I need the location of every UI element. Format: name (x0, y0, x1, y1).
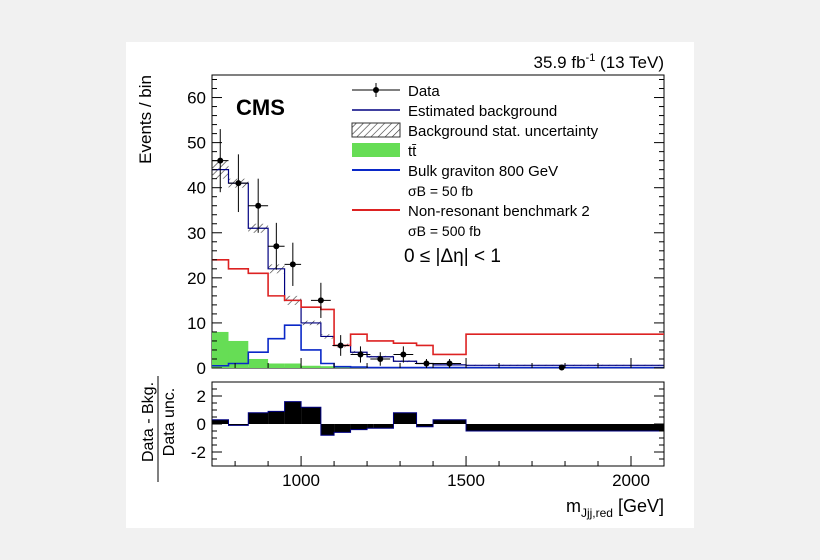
ttbar-bar (301, 365, 321, 368)
data-point (400, 351, 407, 358)
pull-bar (268, 411, 285, 424)
pull-bar (367, 424, 374, 429)
data-point (337, 342, 344, 349)
ttbar-bar (268, 363, 285, 368)
legend-nonres-xsec: σB = 500 fb (408, 223, 481, 239)
pull-bar (212, 419, 229, 424)
legend-band-label: Background stat. uncertainty (408, 123, 599, 140)
luminosity-label: 35.9 fb-1 (13 TeV) (534, 52, 664, 72)
data-point (289, 261, 296, 268)
series-line-3 (212, 259, 664, 356)
main-plot: 0 10 20 30 40 50 60 CMS 0 ≤ |Δη| < 1 Data Estim… (136, 74, 665, 378)
ratio-plot: 1000 1500 2000 -2 0 2 Data - Bkg. Data unc. m… (140, 376, 665, 520)
ratio-y-label-numerator: Data - Bkg. (140, 382, 157, 462)
ratio-y-tick-label: 0 (197, 415, 206, 434)
ratio-y-tick-label: 2 (197, 387, 206, 406)
legend-ttbar-swatch (352, 143, 400, 157)
legend-bkg-label: Estimated background (408, 103, 557, 120)
x-axis-label: mJjj,red [GeV] (566, 496, 664, 520)
pull-bar (466, 424, 664, 431)
pull-bar (228, 424, 249, 426)
pull-bar (373, 424, 394, 429)
ttbar-bar (228, 340, 249, 368)
series-line-2 (212, 324, 664, 369)
pull-bar (334, 424, 351, 433)
legend-band-swatch (351, 122, 401, 138)
data-point (235, 180, 242, 187)
ratio-y-tick-label: -2 (191, 443, 206, 462)
y-tick-label: 30 (187, 224, 206, 243)
y-tick-label: 10 (187, 314, 206, 333)
pull-bar (248, 412, 269, 424)
x-tick-label: 1500 (447, 471, 485, 490)
data-point (446, 360, 453, 367)
pull-bar (284, 401, 302, 424)
legend-ttbar-label: tt̄ (408, 143, 417, 160)
data-point (423, 360, 430, 367)
y-tick-label: 50 (187, 134, 206, 153)
pull-bar (301, 407, 321, 424)
selection-label: 0 ≤ |Δη| < 1 (404, 246, 501, 267)
pull-bar (320, 424, 335, 436)
ratio-axes: 1000 1500 2000 -2 0 2 (191, 381, 665, 490)
ratio-bars (212, 401, 664, 436)
legend-graviton-label: Bulk graviton 800 GeV (408, 163, 558, 180)
y-tick-label: 20 (187, 269, 206, 288)
y-tick-label: 60 (187, 89, 206, 108)
legend-graviton-xsec: σB = 50 fb (408, 183, 473, 199)
x-tick-label: 2000 (612, 471, 650, 490)
experiment-label: CMS (236, 95, 285, 120)
series-layer (212, 169, 664, 369)
data-point (255, 202, 262, 209)
y-axis-label: Events / bin (136, 75, 155, 164)
data-point (357, 351, 364, 358)
legend-nonres-label: Non-resonant benchmark 2 (408, 203, 590, 220)
pull-bar (393, 412, 417, 424)
pull-bar (350, 424, 368, 430)
main-axes: 0 10 20 30 40 50 60 (187, 79, 665, 378)
ttbar-bar (284, 363, 302, 368)
data-points (212, 129, 565, 371)
ttbar-bar (320, 366, 335, 368)
legend-data-label: Data (408, 83, 440, 100)
figure-panel: 35.9 fb-1 (13 TeV) 0 10 20 30 40 50 60 CMS 0 ≤… (126, 42, 694, 528)
x-tick-label: 1000 (282, 471, 320, 490)
data-point (377, 355, 384, 362)
data-point (558, 364, 565, 371)
pull-bar (416, 424, 434, 427)
pull-bar (433, 419, 467, 424)
y-tick-label: 40 (187, 179, 206, 198)
y-tick-label: 0 (197, 359, 206, 378)
legend-data-marker (373, 87, 379, 93)
pull-outline (212, 401, 664, 436)
data-point (317, 297, 324, 304)
legend: Data Estimated background Background stat.… (351, 83, 599, 239)
data-point (217, 157, 224, 164)
data-point (273, 243, 280, 250)
ratio-y-label-denominator: Data unc. (161, 388, 178, 456)
ttbar-bar (248, 358, 269, 368)
